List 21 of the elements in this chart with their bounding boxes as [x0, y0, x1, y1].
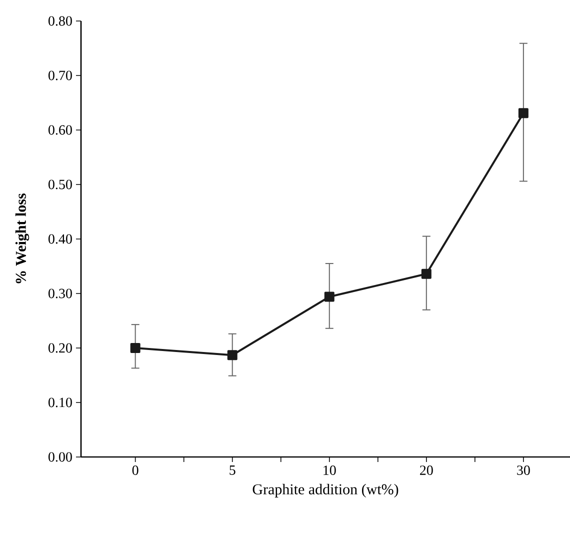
point	[324, 292, 334, 302]
x-tick-label: 5	[230, 466, 236, 475]
y-tick-label: 0.20	[48, 343, 72, 353]
x-tick-label: 10	[324, 466, 336, 475]
x-axis-title: Graphite addition (wt%)	[252, 484, 398, 498]
point	[518, 108, 528, 118]
point	[130, 343, 140, 353]
y-tick-label: 0.30	[48, 288, 72, 298]
y-tick-label: 0.60	[48, 125, 72, 135]
point	[227, 350, 238, 360]
y-tick-label: 0.40	[48, 234, 72, 244]
x-tick-label: 20	[420, 466, 433, 475]
y-tick-label: 0.00	[48, 452, 72, 462]
y-tick-label: 0.50	[48, 180, 72, 190]
y-tick-label: 0.10	[48, 398, 72, 408]
y-tick-label: 0.80	[48, 16, 72, 26]
point	[421, 268, 432, 279]
x-tick-label: 0	[132, 466, 138, 475]
y-tick-label: 0.70	[48, 70, 72, 80]
x-tick-label: 30	[517, 466, 530, 475]
y-axis-title: % Weight loss	[15, 194, 30, 284]
